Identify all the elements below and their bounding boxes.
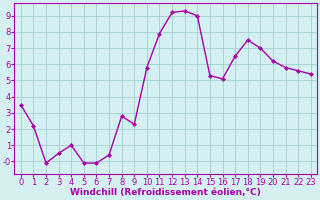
X-axis label: Windchill (Refroidissement éolien,°C): Windchill (Refroidissement éolien,°C) <box>70 188 261 197</box>
